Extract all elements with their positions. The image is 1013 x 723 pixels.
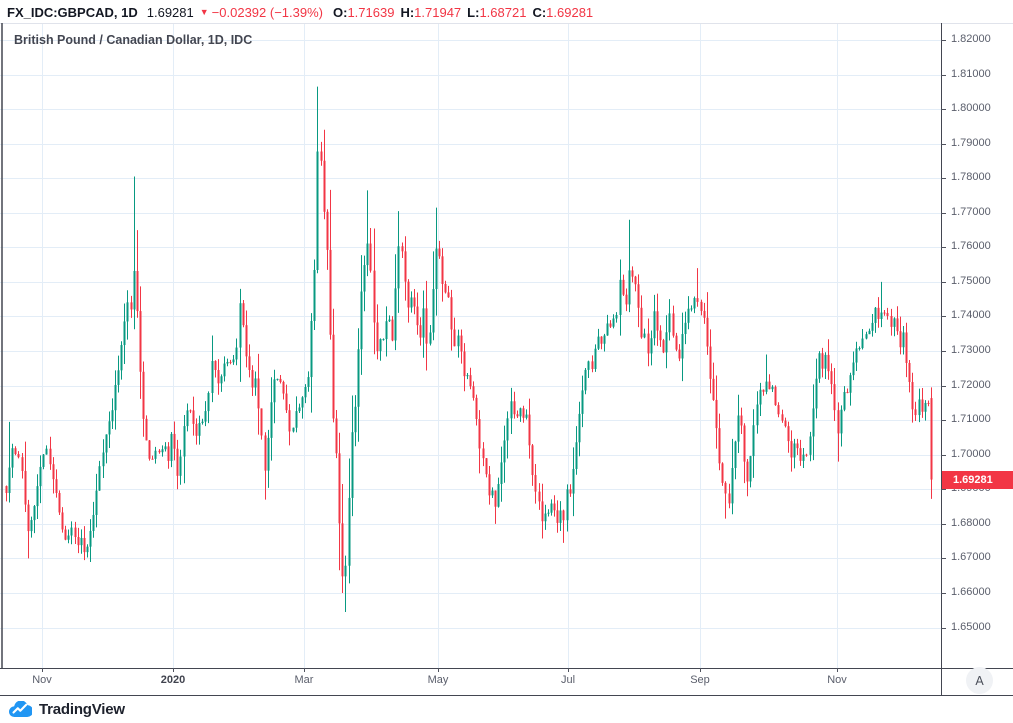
price-axis-label: 1.68000 — [951, 516, 991, 529]
price-axis-label: 1.78000 — [951, 171, 991, 184]
last-price: 1.69281 — [146, 4, 194, 20]
time-axis-label: May — [427, 674, 449, 686]
tradingview-cloud-icon — [8, 701, 32, 718]
low-value: 1.68721 — [479, 4, 527, 20]
time-axis-label: Nov — [32, 674, 52, 686]
symbol-name[interactable]: FX_IDC:GBPCAD, 1D — [7, 4, 138, 20]
time-axis-label: Mar — [294, 674, 314, 686]
price-axis-label: 1.73000 — [951, 344, 991, 357]
price-axis-label: 1.76000 — [951, 240, 991, 253]
price-change: −0.02392 (−1.39%) — [211, 4, 323, 20]
close-value: 1.69281 — [546, 4, 594, 20]
last-price-badge: 1.69281 — [942, 470, 1013, 489]
tradingview-logo[interactable]: TradingView — [8, 701, 125, 718]
price-axis-label: 1.70000 — [951, 447, 991, 460]
high-value: 1.71947 — [414, 4, 462, 20]
close-label: C: — [532, 4, 547, 20]
open-value: 1.71639 — [347, 4, 395, 20]
tradingview-wordmark: TradingView — [39, 701, 125, 718]
time-axis-label: Sep — [690, 674, 710, 686]
time-axis-label: Jul — [560, 674, 576, 686]
auto-scale-button[interactable]: A — [966, 667, 993, 694]
time-axis-label: Nov — [827, 674, 847, 686]
price-axis-label: 1.79000 — [951, 136, 991, 149]
open-label: O: — [332, 4, 348, 20]
price-axis-label: 1.65000 — [951, 620, 991, 633]
ohlc-info-bar: FX_IDC:GBPCAD, 1D 1.69281 ▼ −0.02392 (−1… — [7, 3, 593, 21]
price-axis-label: 1.81000 — [951, 67, 991, 80]
price-axis-label: 1.82000 — [951, 33, 991, 45]
price-down-arrow-icon: ▼ — [199, 7, 209, 17]
price-axis-label: 1.74000 — [951, 309, 991, 322]
price-axis-label: 1.66000 — [951, 585, 991, 598]
price-axis-label: 1.75000 — [951, 274, 991, 287]
price-axis-label: 1.72000 — [951, 378, 991, 391]
low-label: L: — [467, 4, 480, 20]
price-axis-label: 1.71000 — [951, 413, 991, 426]
price-axis-label: 1.77000 — [951, 205, 991, 218]
chart-legend-title[interactable]: British Pound / Canadian Dollar, 1D, IDC — [14, 33, 253, 47]
time-axis-label: 2020 — [160, 674, 186, 686]
price-axis-label: 1.80000 — [951, 102, 991, 115]
high-label: H: — [400, 4, 415, 20]
price-axis-label: 1.67000 — [951, 551, 991, 564]
